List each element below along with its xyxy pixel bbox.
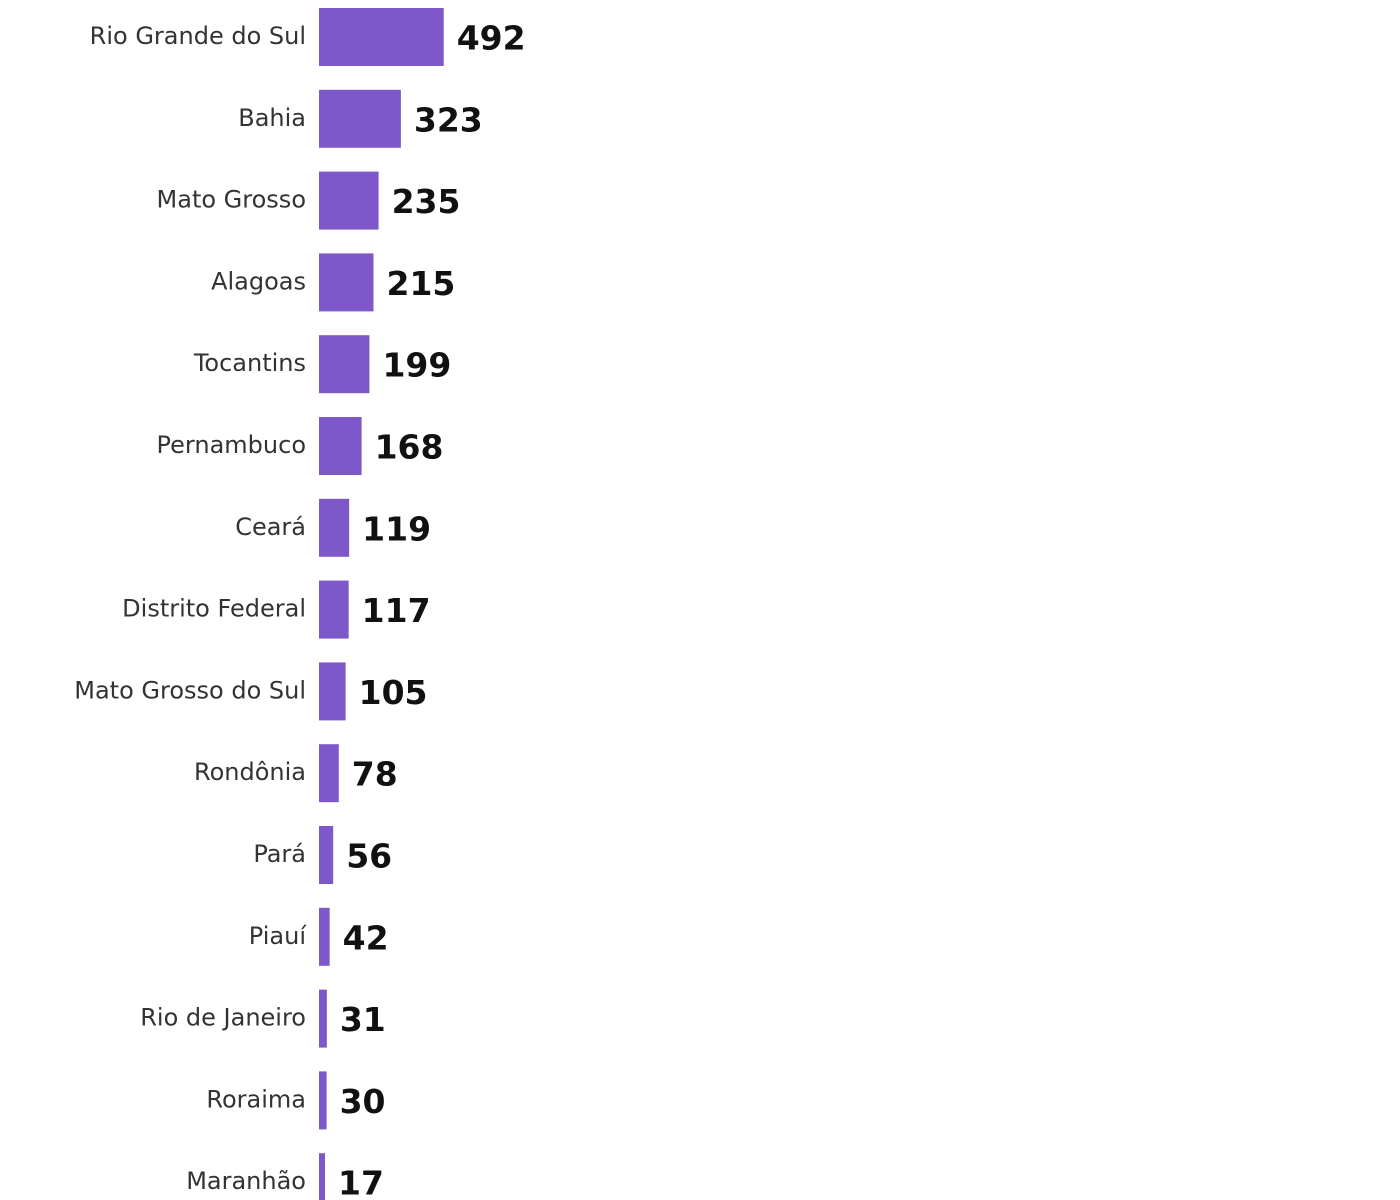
category-label: Maranhão bbox=[186, 1167, 306, 1195]
value-label: 323 bbox=[414, 100, 483, 139]
value-label: 105 bbox=[359, 673, 428, 712]
category-label: Ceará bbox=[235, 513, 306, 541]
value-label: 30 bbox=[340, 1082, 386, 1121]
value-label: 215 bbox=[387, 264, 456, 303]
bar-row: Maranhão 17 bbox=[186, 1153, 384, 1200]
bar bbox=[319, 89, 401, 148]
bar bbox=[319, 171, 379, 230]
category-label: Alagoas bbox=[211, 267, 306, 295]
value-label: 119 bbox=[362, 509, 431, 548]
bar-row: Distrito Federal 117 bbox=[122, 580, 431, 639]
category-label: Piauí bbox=[249, 922, 308, 950]
category-label: Mato Grosso bbox=[157, 186, 306, 214]
bar-row: Mato Grosso do Sul 105 bbox=[74, 662, 428, 721]
bar-row: Pará 56 bbox=[253, 826, 392, 884]
category-label: Rio Grande do Sul bbox=[90, 22, 306, 50]
bar-row: Alagoas 215 bbox=[211, 253, 456, 312]
bar bbox=[319, 826, 334, 884]
bar bbox=[319, 1153, 325, 1200]
bar bbox=[319, 417, 362, 475]
value-label: 235 bbox=[392, 182, 461, 221]
value-label: 56 bbox=[346, 837, 392, 876]
bar bbox=[319, 498, 350, 557]
bar-row: Ceará 119 bbox=[235, 498, 431, 557]
category-label: Rondônia bbox=[194, 758, 306, 786]
bar bbox=[319, 335, 370, 394]
bar-row: Rio Grande do Sul 492 bbox=[90, 8, 526, 66]
category-label: Tocantins bbox=[193, 349, 306, 377]
value-label: 168 bbox=[375, 428, 444, 467]
bar-row: Piauí 42 bbox=[249, 907, 389, 966]
category-label: Bahia bbox=[238, 104, 306, 132]
value-label: 492 bbox=[457, 19, 526, 58]
bar bbox=[319, 8, 444, 66]
category-label: Rio de Janeiro bbox=[140, 1004, 306, 1032]
value-label: 199 bbox=[382, 346, 451, 385]
bar bbox=[319, 907, 330, 966]
value-label: 78 bbox=[352, 755, 398, 794]
bar bbox=[319, 662, 346, 721]
bar bbox=[319, 580, 349, 639]
bar-row: Rio de Janeiro 31 bbox=[140, 989, 386, 1048]
bar-row: Mato Grosso 235 bbox=[157, 171, 461, 230]
category-label: Pernambuco bbox=[157, 431, 306, 459]
bar-row: Roraima 30 bbox=[206, 1071, 386, 1130]
category-label: Distrito Federal bbox=[122, 595, 306, 623]
bar bbox=[319, 1071, 327, 1130]
value-label: 31 bbox=[340, 1000, 386, 1039]
category-label: Mato Grosso do Sul bbox=[74, 676, 306, 704]
bar-row: Rondônia 78 bbox=[194, 744, 398, 803]
bar bbox=[319, 253, 374, 312]
bar bbox=[319, 989, 327, 1048]
value-label: 117 bbox=[362, 591, 431, 630]
bar-row: Tocantins 199 bbox=[193, 335, 451, 394]
value-label: 42 bbox=[343, 918, 389, 957]
category-label: Pará bbox=[253, 840, 306, 868]
bar-row: Pernambuco 168 bbox=[157, 417, 444, 475]
bar-row: Bahia 323 bbox=[238, 89, 483, 148]
value-label: 17 bbox=[338, 1164, 384, 1200]
category-label: Roraima bbox=[206, 1085, 306, 1113]
bar bbox=[319, 744, 339, 803]
